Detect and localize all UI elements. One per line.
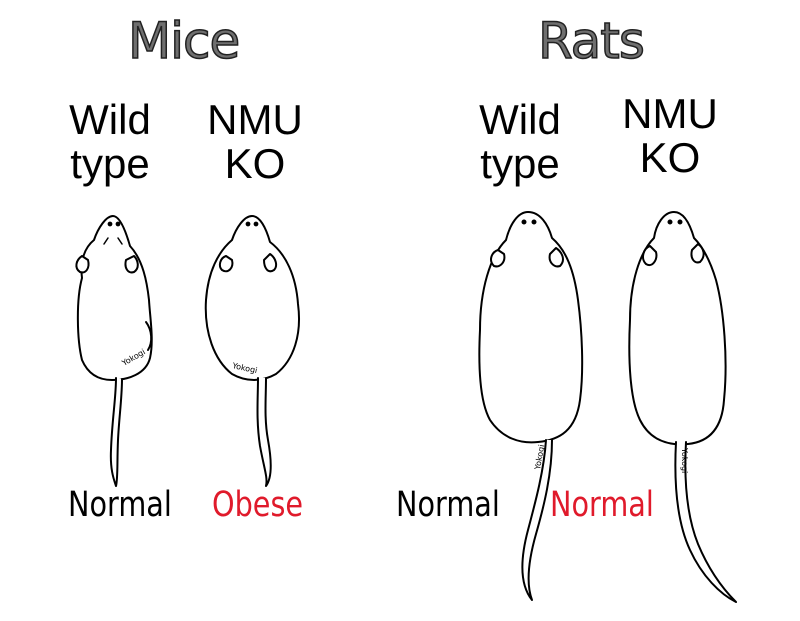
label-line: NMU bbox=[622, 90, 718, 137]
label-line: KO bbox=[639, 134, 701, 181]
rats-wild-type-outcome: Normal bbox=[396, 485, 500, 525]
nmu-ko-rat-drawing: Yokogi bbox=[628, 211, 737, 603]
label-line: Wild bbox=[69, 96, 151, 143]
nmu-ko-mouse-drawing: Yokogi bbox=[204, 215, 300, 487]
label-line: type bbox=[480, 140, 560, 187]
label-line: NMU bbox=[207, 96, 303, 143]
artist-signature: Yokogi bbox=[533, 444, 546, 471]
wild-type-rat-drawing: Yokogi bbox=[478, 211, 584, 601]
label-line: type bbox=[70, 140, 150, 187]
mice-wild-type-outcome: Normal bbox=[68, 485, 172, 525]
label-line: KO bbox=[224, 140, 286, 187]
rats-wild-type-label: Wild type bbox=[460, 98, 580, 186]
rats-nmu-ko-outcome: Normal bbox=[550, 485, 654, 525]
rats-nmu-ko-label: NMU KO bbox=[605, 92, 735, 180]
label-line: Wild bbox=[479, 96, 561, 143]
mice-title: Mice bbox=[127, 12, 241, 70]
wild-type-mouse-drawing: Yokogi bbox=[75, 215, 153, 487]
artist-signature: Yokogi bbox=[680, 447, 689, 473]
mice-nmu-ko-outcome: Obese bbox=[212, 485, 304, 525]
rats-title: Rats bbox=[537, 12, 645, 70]
mice-wild-type-label: Wild type bbox=[50, 98, 170, 186]
mice-nmu-ko-label: NMU KO bbox=[190, 98, 320, 186]
